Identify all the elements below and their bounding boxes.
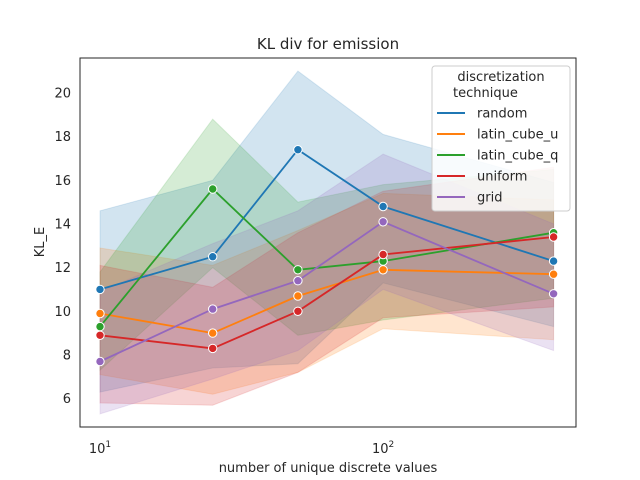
plot-frame: [79, 57, 577, 428]
y-tick-label: 6: [63, 392, 71, 407]
x-tick-label: 102: [372, 440, 394, 457]
y-tick-label: 8: [63, 348, 71, 363]
y-axis-label: KL_E: [33, 227, 48, 257]
x-axis-ticks: 101 102: [89, 440, 394, 457]
legend-label-random: random: [477, 107, 527, 122]
series-markers: [95, 145, 559, 367]
point-random-4: [548, 256, 559, 266]
y-axis-ticks: 6 8 10 12 14 16 18 20: [54, 86, 71, 407]
legend-label-latin_cube_u: latin_cube_u: [477, 128, 558, 143]
point-latin_cube_u-2: [293, 291, 303, 301]
legend-box: [431, 65, 571, 212]
y-tick-label: 18: [54, 130, 71, 145]
x-axis-label: number of unique discrete values: [219, 461, 438, 476]
point-latin_cube_u-0: [95, 308, 105, 319]
y-tick-label: 10: [54, 305, 71, 320]
legend-label-latin_cube_q: latin_cube_q: [477, 149, 558, 164]
legend-label-uniform: uniform: [477, 170, 527, 185]
point-grid-3: [378, 217, 388, 227]
legend: discretization technique random latin_cub…: [431, 65, 571, 212]
point-random-0: [95, 284, 105, 295]
point-uniform-4: [548, 232, 559, 242]
point-grid-1: [208, 304, 218, 314]
point-grid-4: [548, 289, 559, 299]
chart-title: KL div for emission: [257, 35, 399, 53]
point-latin_cube_q-1: [208, 184, 218, 194]
point-latin_cube_q-0: [95, 321, 105, 332]
point-random-3: [378, 201, 388, 212]
x-tick-label: 101: [89, 440, 111, 457]
legend-label-grid: grid: [477, 191, 502, 206]
legend-title-line2: technique: [453, 86, 518, 101]
point-uniform-0: [95, 330, 105, 340]
y-tick-label: 20: [54, 86, 71, 101]
legend-title-line1: discretization: [457, 70, 544, 85]
point-uniform-3: [378, 249, 388, 260]
point-latin_cube_u-4: [548, 269, 559, 279]
y-tick-label: 16: [54, 174, 71, 189]
y-tick-label: 12: [54, 261, 71, 276]
point-uniform-2: [293, 306, 303, 316]
point-latin_cube_q-2: [293, 265, 303, 275]
point-latin_cube_u-1: [208, 328, 218, 338]
y-tick-label: 14: [54, 217, 71, 232]
point-random-2: [293, 145, 303, 155]
point-grid-2: [293, 276, 303, 286]
point-random-1: [208, 252, 218, 262]
point-latin_cube_u-3: [378, 265, 388, 275]
point-uniform-1: [208, 343, 218, 354]
point-grid-0: [95, 356, 105, 367]
